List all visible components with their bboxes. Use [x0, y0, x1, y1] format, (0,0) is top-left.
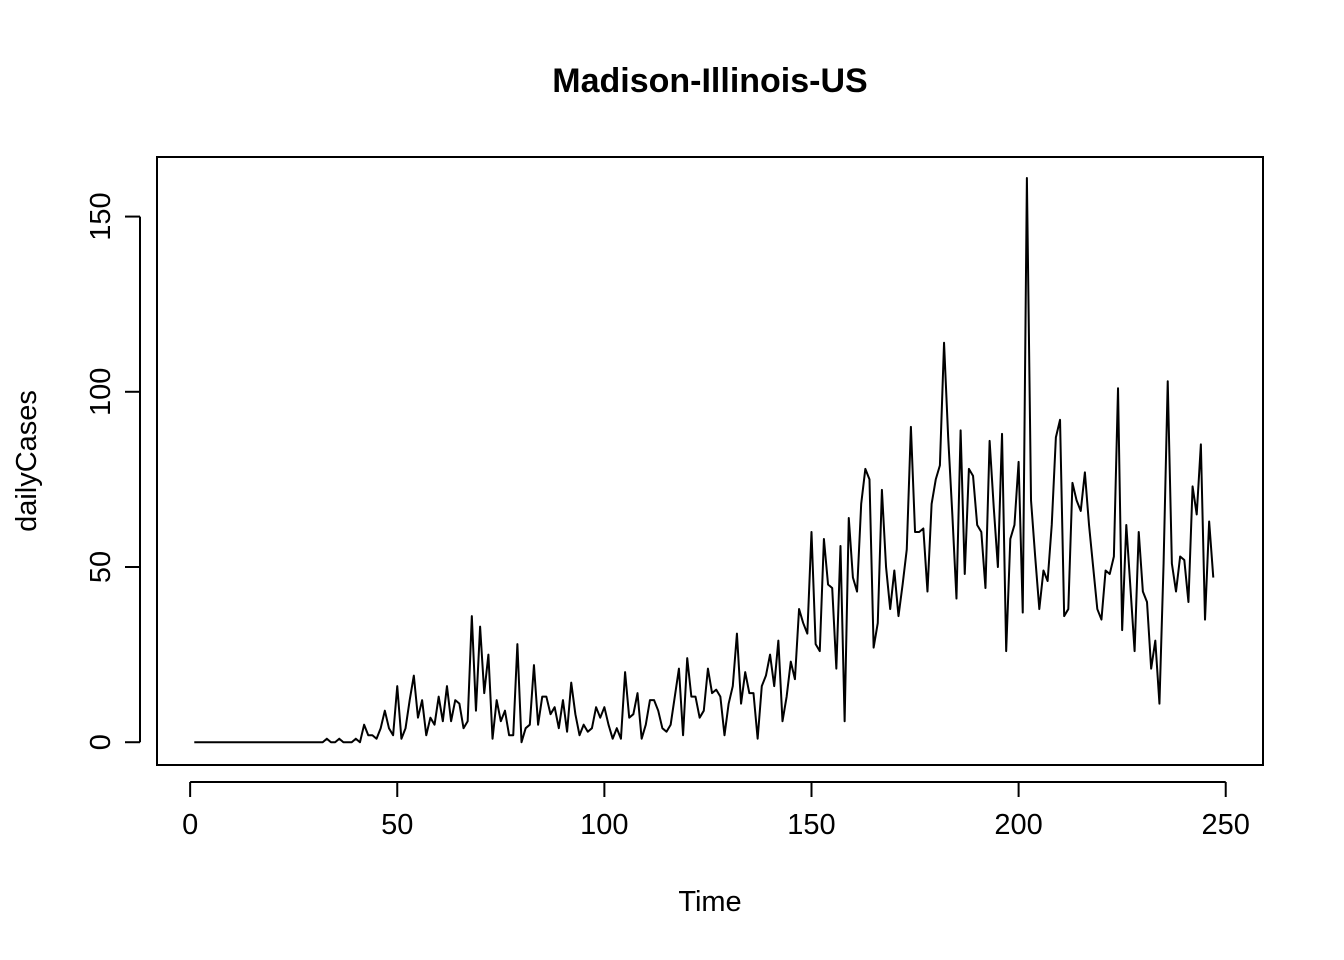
y-tick-label: 0 — [85, 734, 117, 750]
y-axis: 0 50 100 150 — [85, 192, 141, 750]
chart-title: Madison-Illinois-US — [552, 62, 867, 100]
x-tick-label: 200 — [994, 809, 1042, 841]
plot-frame — [156, 156, 1264, 766]
x-tick-label: 0 — [182, 809, 198, 841]
y-axis-label: dailyCases — [11, 390, 43, 532]
y-tick-label: 150 — [85, 192, 117, 240]
x-tick-label: 250 — [1202, 809, 1250, 841]
series-line-dailycases — [194, 177, 1215, 744]
y-tick-label: 50 — [85, 551, 117, 583]
x-tick-label: 150 — [787, 809, 835, 841]
x-axis-label: Time — [678, 886, 741, 918]
x-tick-label: 50 — [381, 809, 413, 841]
x-tick-label: 100 — [580, 809, 628, 841]
y-tick-label: 100 — [85, 368, 117, 416]
x-axis: 0 50 100 150 200 250 — [182, 781, 1250, 841]
